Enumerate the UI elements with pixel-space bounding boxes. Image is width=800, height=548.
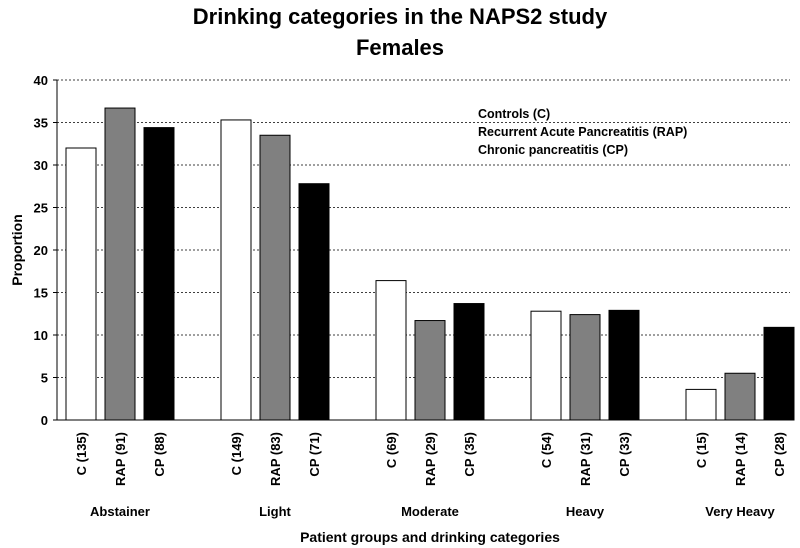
y-tick-label: 35 <box>34 116 48 131</box>
x-tick-label: C (135) <box>74 432 89 475</box>
y-tick-label: 25 <box>34 201 48 216</box>
group-labels: Abstainer Light Moderate Heavy Very Heavy <box>90 504 775 519</box>
y-tick-label: 15 <box>34 286 48 301</box>
y-tick-label: 0 <box>41 413 48 428</box>
x-tick-label: RAP (14) <box>733 432 748 486</box>
bar-light-c <box>220 119 252 421</box>
legend-entry-rap: Recurrent Acute Pancreatitis (RAP) <box>478 125 687 139</box>
bar-heavy-c <box>530 310 562 421</box>
group-label: Light <box>259 504 291 519</box>
group-label: Very Heavy <box>705 504 775 519</box>
y-tick-label: 30 <box>34 158 48 173</box>
chart-title-line-2: Females <box>356 35 444 60</box>
bars <box>65 107 795 421</box>
bar-moderate-cp <box>453 303 485 421</box>
x-tick-label: CP (28) <box>772 432 787 477</box>
bar-abstainer-rap <box>104 107 136 421</box>
x-tick-labels: C (135) RAP (91) CP (88) C (149) RAP (83) CP … <box>74 432 787 486</box>
x-tick-label: CP (33) <box>617 432 632 477</box>
x-axis-label: Patient groups and drinking categories <box>300 529 560 545</box>
x-tick-label: RAP (29) <box>423 432 438 486</box>
chart-title-line-1: Drinking categories in the NAPS2 study <box>193 4 608 29</box>
bar-light-cp <box>298 183 330 421</box>
x-tick-label: C (54) <box>539 432 554 468</box>
x-tick-label: C (149) <box>229 432 244 475</box>
x-tick-label: C (69) <box>384 432 399 468</box>
y-tick-label: 20 <box>34 243 48 258</box>
group-label: Moderate <box>401 504 459 519</box>
bar-very-heavy-c <box>685 388 717 421</box>
x-tick-label: CP (88) <box>152 432 167 477</box>
bar-moderate-rap <box>414 320 446 421</box>
legend-entry-controls: Controls (C) <box>478 107 550 121</box>
y-tick-label: 10 <box>34 328 48 343</box>
y-tick-label: 5 <box>41 371 48 386</box>
y-tick-label: 40 <box>34 73 48 88</box>
y-tick-labels: 0 5 10 15 20 25 30 35 40 <box>34 73 57 428</box>
bar-heavy-rap <box>569 314 601 421</box>
group-label: Heavy <box>566 504 605 519</box>
bar-very-heavy-rap <box>724 372 756 421</box>
x-tick-label: RAP (31) <box>578 432 593 486</box>
x-tick-label: CP (71) <box>307 432 322 477</box>
bar-heavy-cp <box>608 309 640 421</box>
legend-entry-cp: Chronic pancreatitis (CP) <box>478 143 628 157</box>
x-tick-label: CP (35) <box>462 432 477 477</box>
legend: Controls (C) Recurrent Acute Pancreatiti… <box>478 107 687 157</box>
bar-abstainer-c <box>65 147 97 421</box>
y-axis-label: Proportion <box>9 214 25 286</box>
bar-abstainer-cp <box>143 127 175 421</box>
x-tick-label: RAP (91) <box>113 432 128 486</box>
x-tick-label: RAP (83) <box>268 432 283 486</box>
group-label: Abstainer <box>90 504 150 519</box>
x-tick-label: C (15) <box>694 432 709 468</box>
bar-light-rap <box>259 134 291 421</box>
bar-moderate-c <box>375 280 407 421</box>
bar-very-heavy-cp <box>763 326 795 421</box>
